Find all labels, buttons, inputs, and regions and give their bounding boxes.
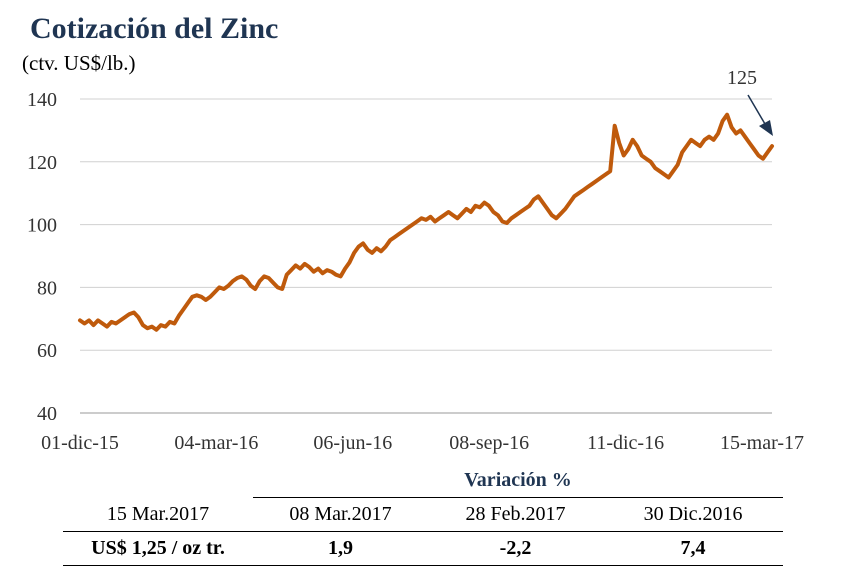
annotation-label: 125 (727, 67, 757, 89)
y-tick-label: 120 (27, 152, 57, 174)
table-col-current: 15 Mar.2017 (63, 497, 253, 532)
table-value-3: 7,4 (603, 531, 784, 566)
y-tick-label: 140 (27, 89, 57, 111)
x-axis: 01-dic-15 04-mar-16 06-jun-16 08-sep-16 11-d… (41, 432, 804, 454)
annotation: 125 (727, 67, 773, 136)
table-header-spacer (63, 464, 253, 498)
annotation-arrow (747, 94, 766, 125)
series-line-zinc (78, 112, 774, 332)
line-chart: 40 60 80 100 120 140 01-dic-15 04-mar-16 06-jun… (27, 67, 804, 454)
y-tick-label: 40 (37, 403, 57, 425)
x-tick-label: 06-jun-16 (313, 432, 392, 454)
y-tick-label: 60 (37, 340, 57, 362)
table-row-label: US$ 1,25 / oz tr. (63, 531, 253, 566)
table-col-2: 28 Feb.2017 (428, 497, 603, 532)
chart-title: Cotización del Zinc (30, 12, 279, 45)
gridlines (80, 98, 772, 414)
table-col-3: 30 Dic.2016 (603, 497, 784, 532)
x-tick-label: 11-dic-16 (587, 432, 664, 454)
x-tick-label: 08-sep-16 (449, 432, 529, 454)
table-header: Variación % (253, 464, 784, 498)
table-value-1: 1,9 (253, 531, 428, 566)
table-value-2: -2,2 (428, 531, 603, 566)
x-tick-label: 15-mar-17 (720, 432, 804, 454)
y-tick-label: 80 (37, 277, 57, 299)
table-col-1: 08 Mar.2017 (253, 497, 428, 532)
y-axis: 40 60 80 100 120 140 (27, 89, 57, 425)
chart-subtitle: (ctv. US$/lb.) (22, 51, 136, 75)
y-tick-label: 100 (27, 215, 57, 237)
variation-table: Variación % 15 Mar.2017 08 Mar.2017 28 F… (63, 464, 784, 566)
annotation-arrowhead (759, 120, 773, 136)
x-tick-label: 04-mar-16 (174, 432, 258, 454)
x-tick-label: 01-dic-15 (41, 432, 119, 454)
